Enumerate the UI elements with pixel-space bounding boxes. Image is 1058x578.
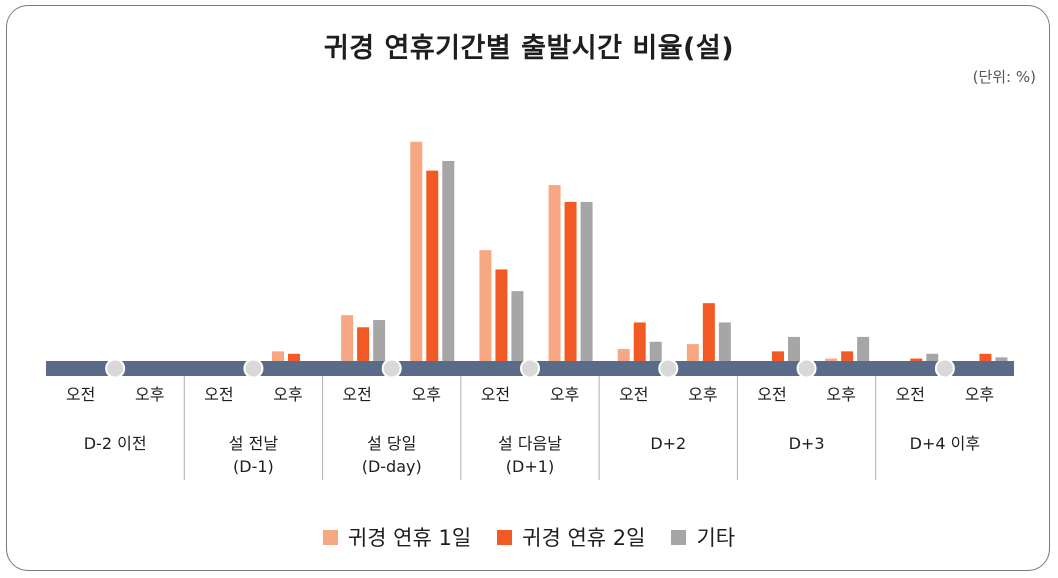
- group-label: D+4 이후: [910, 434, 980, 453]
- unit-label: (단위: %): [972, 68, 1036, 86]
- legend-swatch-series-2: [497, 529, 513, 545]
- bar-3-7: [580, 201, 593, 361]
- bar-3-5: [442, 160, 455, 361]
- bar-1-4: [341, 315, 354, 361]
- group-sublabel: (D+1): [506, 457, 554, 476]
- legend-swatch-series-3: [671, 529, 687, 545]
- bar-2-11: [841, 351, 854, 361]
- bar-2-13: [979, 353, 992, 361]
- group-label: 설 당일: [367, 434, 416, 453]
- bar-2-12: [910, 358, 923, 361]
- bar-2-4: [357, 327, 370, 361]
- group-label: D-2 이전: [84, 434, 147, 453]
- period-label: 오후: [135, 385, 164, 404]
- period-label: 오전: [757, 385, 786, 404]
- axis-marker: [934, 358, 955, 379]
- period-label: 오전: [204, 385, 233, 404]
- legend-item-series-1: 귀경 연휴 1일: [322, 522, 472, 552]
- bar-1-3: [272, 351, 284, 361]
- period-label: 오후: [412, 385, 441, 404]
- bar-3-9: [718, 322, 731, 361]
- bar-1-7: [548, 185, 561, 361]
- axis-marker: [520, 358, 540, 379]
- period-label: 오전: [896, 385, 925, 404]
- bar-3-12: [926, 353, 939, 361]
- bar-1-9: [686, 344, 699, 361]
- legend-item-series-3: 기타: [671, 522, 735, 552]
- bar-1-8: [617, 348, 630, 361]
- bar-2-5: [426, 170, 439, 361]
- period-label: 오전: [619, 385, 648, 404]
- group-label: 설 전날: [229, 434, 279, 453]
- period-label: 오후: [273, 385, 302, 404]
- period-label: 오전: [66, 385, 95, 404]
- chart-title: 귀경 연휴기간별 출발시간 비율(설): [323, 33, 735, 64]
- axis-marker: [658, 358, 679, 379]
- axis-marker: [243, 358, 264, 379]
- group-label: D+3: [789, 434, 825, 453]
- axis-marker: [796, 358, 817, 379]
- legend-item-series-2: 귀경 연휴 2일: [497, 522, 645, 552]
- period-label: 오전: [481, 385, 510, 404]
- bar-3-13: [995, 357, 1008, 361]
- legend-swatch-series-1: [322, 529, 338, 545]
- axis-marker: [105, 358, 126, 379]
- bar-3-6: [511, 291, 524, 361]
- bar-3-4: [373, 320, 386, 361]
- legend-label-series-2: 귀경 연휴 2일: [522, 526, 646, 550]
- period-label: 오후: [688, 385, 717, 404]
- bar-1-5: [410, 141, 423, 361]
- legend-label-series-1: 귀경 연휴 1일: [347, 526, 472, 550]
- bar-3-11: [857, 336, 870, 361]
- group-sublabel: (D-day): [362, 457, 422, 476]
- bar-3-10: [788, 336, 800, 361]
- bar-2-3: [288, 353, 300, 361]
- period-label: 오후: [826, 385, 855, 404]
- group-label: D+2: [650, 434, 686, 453]
- bar-2-6: [495, 269, 508, 361]
- group-label: 설 다음날: [498, 434, 562, 453]
- period-label: 오전: [342, 385, 371, 404]
- legend: 귀경 연휴 1일 귀경 연휴 2일 기타: [0, 522, 1058, 552]
- bar-2-10: [772, 351, 784, 361]
- bar-2-7: [564, 201, 577, 361]
- bar-1-6: [479, 250, 492, 361]
- axis-marker: [381, 358, 402, 379]
- bar-1-11: [825, 358, 838, 361]
- bar-2-8: [633, 322, 646, 361]
- group-sublabel: (D-1): [233, 457, 274, 476]
- period-label: 오후: [550, 385, 579, 404]
- period-label: 오후: [965, 385, 994, 404]
- legend-label-series-3: 기타: [696, 526, 736, 550]
- bar-2-9: [702, 303, 715, 361]
- bar-3-8: [649, 341, 662, 361]
